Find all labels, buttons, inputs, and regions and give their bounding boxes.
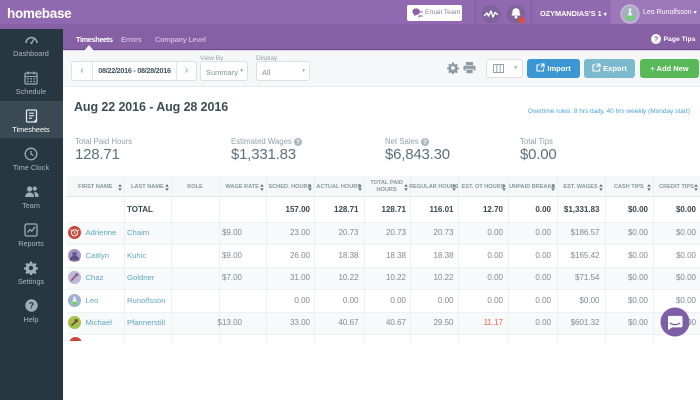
svg-text:?: ? — [296, 140, 300, 146]
svg-text:?: ? — [28, 301, 34, 311]
svg-text:?: ? — [654, 35, 659, 44]
svg-text:?: ? — [423, 140, 427, 146]
